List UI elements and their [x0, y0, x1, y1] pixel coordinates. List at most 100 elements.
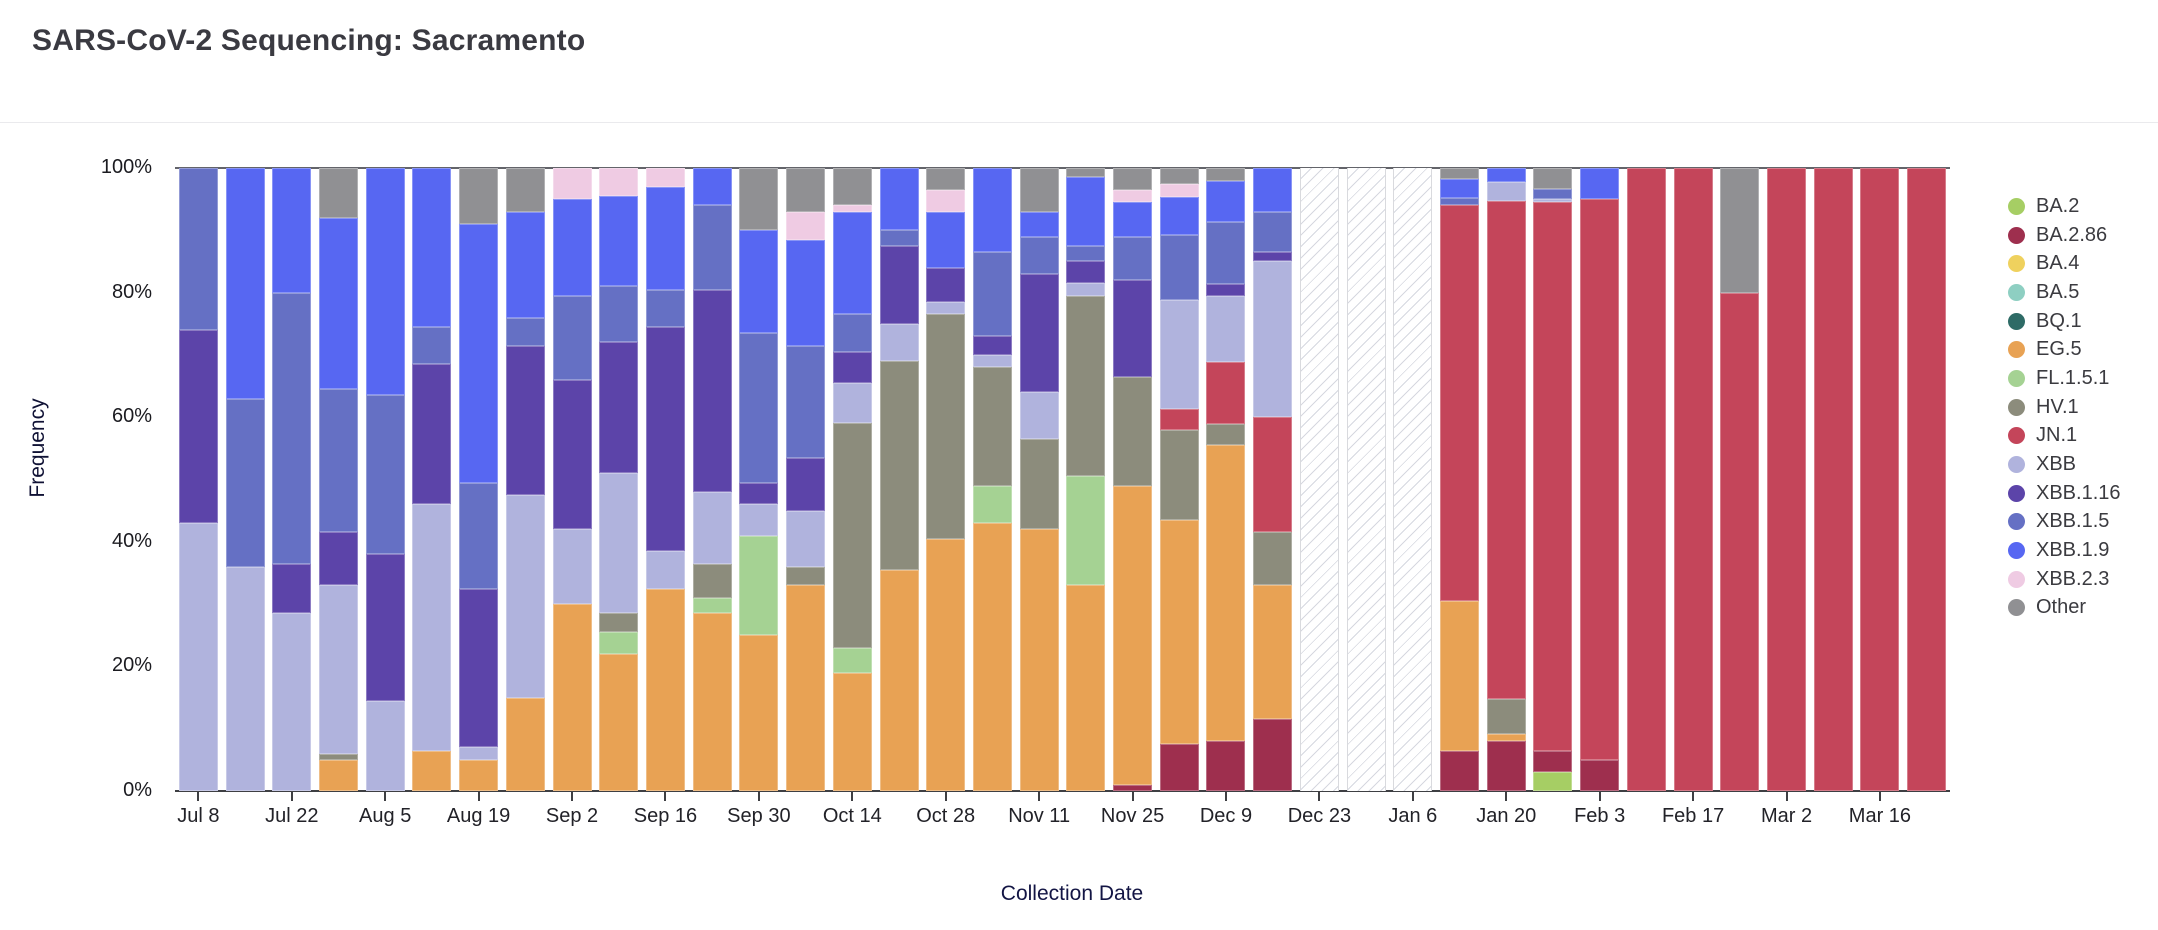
- bar-segment-xbb-2-3[interactable]: [1159, 183, 1199, 198]
- bar-segment-xbb[interactable]: [225, 566, 265, 791]
- bar-segment-xbb-1-5[interactable]: [272, 292, 312, 564]
- bar-segment-xbb-1-9[interactable]: [599, 196, 639, 287]
- bar-segment-xbb-1-9[interactable]: [1440, 179, 1480, 198]
- bar-segment-xbb-1-16[interactable]: [178, 330, 218, 524]
- bar-segment-xbb[interactable]: [1019, 392, 1059, 440]
- bar-segment-xbb-1-5[interactable]: [552, 295, 592, 380]
- bar-segment-xbb-1-9[interactable]: [412, 168, 452, 327]
- bar-segment-fl-1-5-1[interactable]: [599, 632, 639, 654]
- bar-segment-xbb-1-9[interactable]: [1159, 197, 1199, 235]
- bar-segment-other[interactable]: [786, 168, 826, 212]
- bar-segment-eg-5[interactable]: [1159, 520, 1199, 745]
- bar-segment-xbb-1-16[interactable]: [1066, 261, 1106, 284]
- bar-segment-xbb-1-9[interactable]: [318, 217, 358, 390]
- legend-item-ba-2[interactable]: BA.2: [2008, 192, 2121, 221]
- bar-segment-jn-1[interactable]: [1720, 292, 1760, 791]
- bar-segment-other[interactable]: [318, 168, 358, 218]
- bar-segment-hv-1[interactable]: [1486, 699, 1526, 734]
- bar-segment-xbb[interactable]: [972, 354, 1012, 368]
- bar-segment-eg-5[interactable]: [879, 569, 919, 791]
- legend-item-xbb-2-3[interactable]: XBB.2.3: [2008, 565, 2121, 594]
- bar-segment-jn-1[interactable]: [1907, 168, 1947, 791]
- bar-segment-ba-2-86[interactable]: [1580, 759, 1620, 791]
- bar-segment-eg-5[interactable]: [1113, 485, 1153, 785]
- bar-segment-xbb[interactable]: [505, 495, 545, 698]
- bar-segment-fl-1-5-1[interactable]: [739, 535, 779, 636]
- bar-segment-hv-1[interactable]: [1159, 429, 1199, 520]
- bar-segment-xbb-1-5[interactable]: [1440, 197, 1480, 206]
- bar-segment-jn-1[interactable]: [1486, 201, 1526, 700]
- bar-segment-hv-1[interactable]: [1253, 532, 1293, 586]
- bar-segment-xbb-1-16[interactable]: [832, 351, 872, 383]
- bar-segment-xbb[interactable]: [599, 473, 639, 614]
- bar-segment-hv-1[interactable]: [972, 367, 1012, 486]
- bar-segment-jn-1[interactable]: [1673, 168, 1713, 791]
- bar-segment-xbb-1-9[interactable]: [786, 239, 826, 346]
- legend-item-xbb-1-16[interactable]: XBB.1.16: [2008, 479, 2121, 508]
- bar-segment-other[interactable]: [1440, 168, 1480, 180]
- bar-segment-xbb-1-9[interactable]: [505, 211, 545, 318]
- bar-segment-xbb-1-9[interactable]: [1113, 202, 1153, 237]
- bar-segment-other[interactable]: [739, 168, 779, 231]
- legend-item-ba-2-86[interactable]: BA.2.86: [2008, 221, 2121, 250]
- bar-segment-ba-2-86[interactable]: [1159, 744, 1199, 791]
- bar-segment-xbb[interactable]: [786, 510, 826, 567]
- bar-segment-eg-5[interactable]: [412, 750, 452, 791]
- bar-segment-eg-5[interactable]: [1253, 585, 1293, 720]
- bar-segment-xbb-1-9[interactable]: [926, 211, 966, 268]
- bar-segment-xbb-1-16[interactable]: [972, 336, 1012, 355]
- bar-segment-hv-1[interactable]: [318, 753, 358, 760]
- bar-segment-xbb-1-9[interactable]: [1206, 181, 1246, 222]
- bar-segment-xbb-1-5[interactable]: [505, 317, 545, 346]
- bar-segment-xbb-1-5[interactable]: [972, 252, 1012, 337]
- bar-segment-other[interactable]: [1113, 168, 1153, 190]
- bar-segment-xbb[interactable]: [832, 382, 872, 424]
- legend-item-xbb-1-9[interactable]: XBB.1.9: [2008, 536, 2121, 565]
- bar-segment-xbb-1-9[interactable]: [1486, 168, 1526, 183]
- bar-segment-xbb-1-5[interactable]: [739, 333, 779, 483]
- bar-segment-other[interactable]: [505, 168, 545, 212]
- bar-segment-xbb-1-5[interactable]: [178, 168, 218, 330]
- bar-segment-hv-1[interactable]: [692, 563, 732, 598]
- bar-segment-hv-1[interactable]: [786, 566, 826, 586]
- bar-segment-fl-1-5-1[interactable]: [972, 485, 1012, 524]
- bar-segment-xbb-1-16[interactable]: [459, 588, 499, 748]
- bar-segment-eg-5[interactable]: [318, 759, 358, 791]
- bar-segment-xbb-2-3[interactable]: [832, 205, 872, 212]
- legend-item-eg-5[interactable]: EG.5: [2008, 335, 2121, 364]
- bar-segment-jn-1[interactable]: [1626, 168, 1666, 791]
- bar-segment-xbb-1-16[interactable]: [786, 457, 826, 511]
- bar-segment-xbb-2-3[interactable]: [599, 168, 639, 197]
- bar-segment-xbb[interactable]: [272, 613, 312, 791]
- bar-segment-jn-1[interactable]: [1440, 205, 1480, 601]
- bar-segment-xbb-1-16[interactable]: [1019, 273, 1059, 393]
- bar-segment-ba-2-86[interactable]: [1206, 741, 1246, 791]
- bar-segment-eg-5[interactable]: [739, 635, 779, 791]
- bar-segment-hv-1[interactable]: [832, 423, 872, 648]
- bar-segment-xbb-1-5[interactable]: [786, 345, 826, 458]
- bar-segment-xbb-1-16[interactable]: [412, 364, 452, 505]
- bar-segment-jn-1[interactable]: [1253, 417, 1293, 533]
- bar-segment-xbb[interactable]: [692, 491, 732, 564]
- bar-segment-xbb-1-16[interactable]: [1206, 283, 1246, 297]
- bar-segment-xbb[interactable]: [1159, 300, 1199, 410]
- bar-segment-hv-1[interactable]: [879, 361, 919, 570]
- bar-segment-eg-5[interactable]: [786, 585, 826, 791]
- bar-segment-eg-5[interactable]: [459, 759, 499, 791]
- bar-segment-hv-1[interactable]: [1066, 295, 1106, 477]
- bar-segment-xbb-2-3[interactable]: [645, 168, 685, 187]
- bar-segment-other[interactable]: [832, 168, 872, 206]
- bar-segment-xbb-1-16[interactable]: [879, 245, 919, 324]
- bar-segment-eg-5[interactable]: [1440, 601, 1480, 751]
- legend-item-ba-4[interactable]: BA.4: [2008, 249, 2121, 278]
- bar-segment-eg-5[interactable]: [1206, 445, 1246, 742]
- bar-segment-fl-1-5-1[interactable]: [832, 647, 872, 673]
- bar-segment-xbb-1-9[interactable]: [1253, 168, 1293, 212]
- bar-segment-xbb[interactable]: [1486, 182, 1526, 202]
- bar-segment-ba-2[interactable]: [1533, 772, 1573, 791]
- legend-item-hv-1[interactable]: HV.1: [2008, 393, 2121, 422]
- bar-segment-xbb-1-5[interactable]: [1019, 236, 1059, 274]
- legend-item-xbb[interactable]: XBB: [2008, 450, 2121, 479]
- bar-segment-xbb-1-9[interactable]: [832, 211, 872, 315]
- bar-segment-xbb-1-9[interactable]: [272, 168, 312, 293]
